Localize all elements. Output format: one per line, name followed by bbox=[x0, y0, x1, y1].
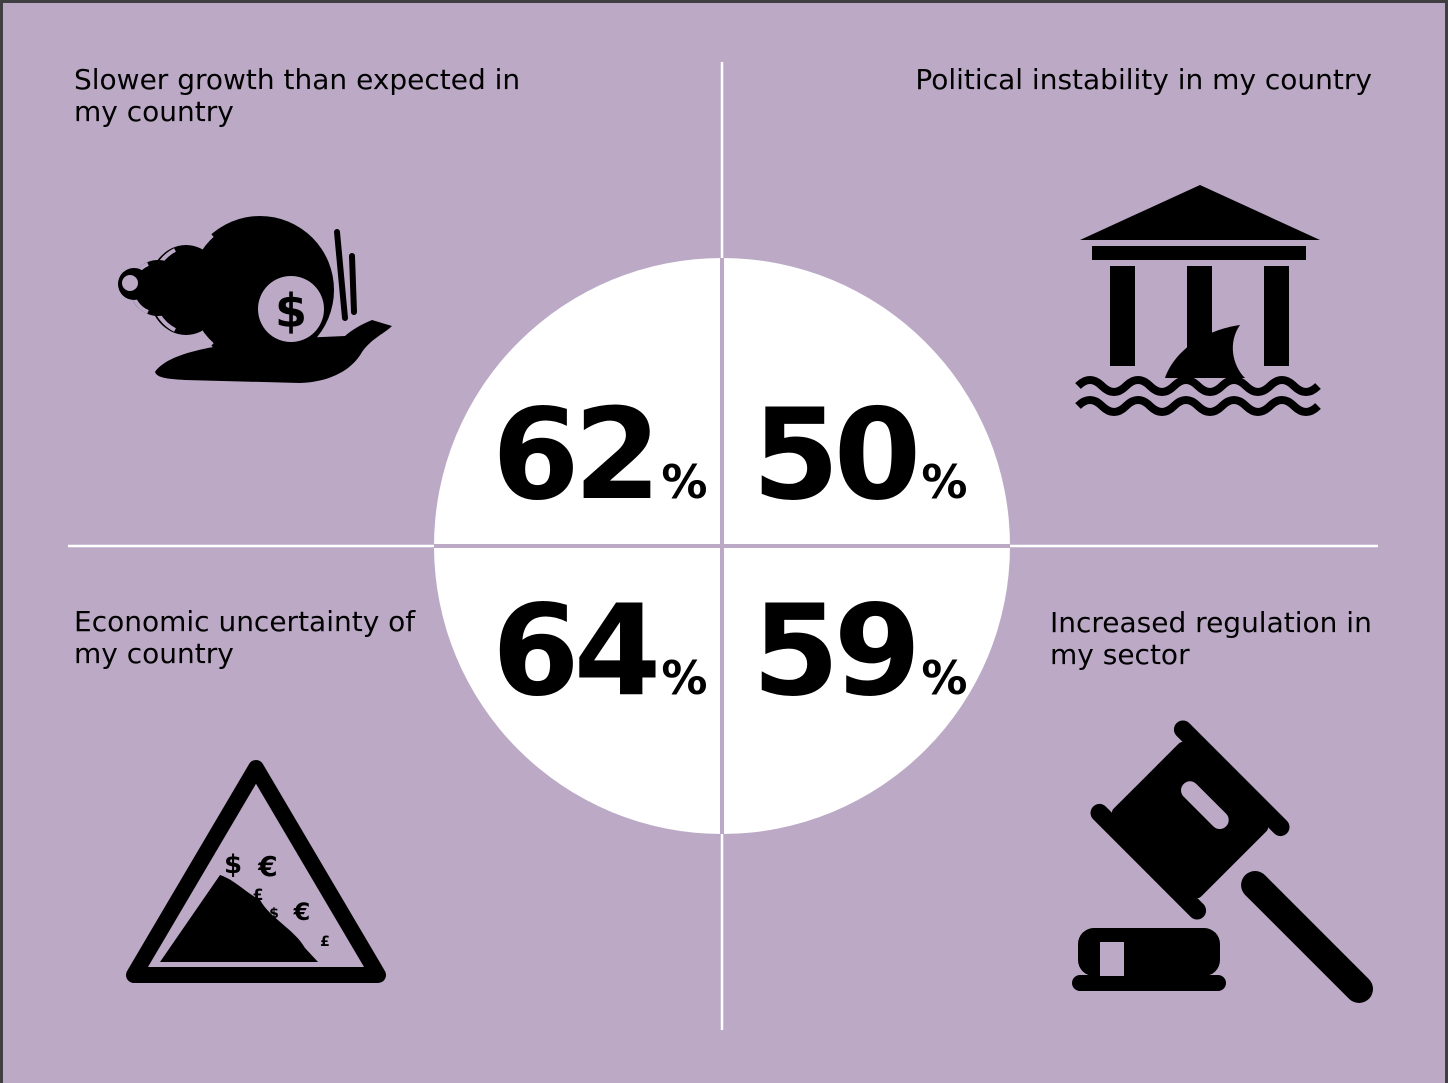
snail-dollar-icon: $ bbox=[118, 216, 392, 383]
label-political-instability: Political instability in my country bbox=[880, 64, 1372, 96]
percent-sign: % bbox=[661, 651, 707, 705]
svg-text:€: € bbox=[257, 850, 277, 883]
stat-political-instability: 50% bbox=[752, 392, 967, 518]
stat-value: 59 bbox=[752, 577, 915, 724]
gavel-icon bbox=[1072, 717, 1417, 1047]
svg-text:$: $ bbox=[224, 850, 242, 880]
percent-sign: % bbox=[661, 455, 707, 509]
label-economic-uncertainty: Economic uncertainty of my country bbox=[74, 606, 434, 670]
svg-text:€: € bbox=[293, 898, 311, 926]
stat-slower-growth: 62% bbox=[492, 392, 707, 518]
svg-text:$: $ bbox=[275, 284, 307, 338]
svg-text:£: £ bbox=[320, 934, 330, 950]
falling-currency-warning-icon: $ € £ $ € £ bbox=[134, 768, 378, 975]
label-slower-growth: Slower growth than expected in my countr… bbox=[74, 64, 544, 128]
svg-text:$: $ bbox=[269, 906, 279, 922]
stat-value: 50 bbox=[752, 381, 915, 528]
stat-value: 62 bbox=[492, 381, 655, 528]
percent-sign: % bbox=[921, 651, 967, 705]
stat-increased-regulation: 59% bbox=[752, 588, 967, 714]
svg-text:£: £ bbox=[252, 885, 263, 904]
label-increased-regulation: Increased regulation in my sector bbox=[1050, 607, 1390, 671]
percent-sign: % bbox=[921, 455, 967, 509]
government-building-shark-icon bbox=[1078, 185, 1320, 412]
stat-value: 64 bbox=[492, 577, 655, 724]
stat-economic-uncertainty: 64% bbox=[492, 588, 707, 714]
